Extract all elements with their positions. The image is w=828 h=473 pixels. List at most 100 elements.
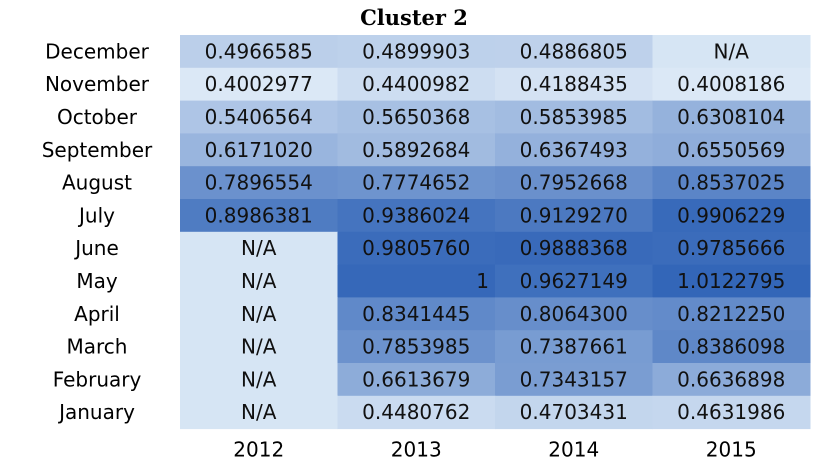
- heatmap-cell: [495, 67, 653, 102]
- heatmap-cell: [180, 199, 338, 233]
- chart-title: Cluster 2: [360, 5, 468, 30]
- heatmap-cell: [337, 395, 496, 430]
- heatmap-cell: [180, 35, 338, 69]
- heatmap-cell: [337, 35, 496, 69]
- cell-value-label: 0.8386098: [677, 335, 785, 359]
- heatmap-cell: [495, 35, 653, 69]
- row-label: July: [77, 203, 115, 227]
- heatmap-cell: [180, 395, 338, 430]
- cell-value-label: 0.6308104: [677, 105, 785, 129]
- cell-value-label: 0.8986381: [205, 203, 313, 227]
- cell-value-label: 0.7774652: [362, 171, 470, 195]
- cell-value-label: 0.4002977: [205, 72, 313, 96]
- heatmap-cell: [337, 166, 496, 200]
- cell-value-label: 0.5892684: [362, 138, 470, 162]
- column-label: 2015: [706, 438, 757, 462]
- cell-value-label: 0.9906229: [677, 203, 785, 227]
- cell-value-label: 0.9386024: [362, 203, 470, 227]
- cell-value-label: 0.4899903: [362, 39, 470, 63]
- cell-value-label: 0.9785666: [677, 236, 785, 260]
- heatmap-cell: [652, 395, 811, 430]
- cell-value-label: 0.4966585: [205, 39, 313, 63]
- heatmap-cell: [495, 231, 653, 266]
- heatmap-cell: [180, 330, 338, 364]
- cell-value-label: N/A: [241, 302, 277, 326]
- cell-value-label: 0.6550569: [677, 138, 785, 162]
- heatmap-cell: [337, 330, 496, 364]
- heatmap-cell: [495, 395, 653, 430]
- cell-value-label: 0.4886805: [520, 39, 628, 63]
- heatmap-cell: [180, 231, 338, 266]
- cell-value-label: N/A: [241, 269, 277, 293]
- heatmap-cell: [652, 264, 811, 298]
- heatmap-cell: [652, 100, 811, 134]
- heatmap-cell: [180, 297, 338, 331]
- row-label: May: [76, 269, 118, 293]
- heatmap-cell: [337, 100, 496, 134]
- row-label: March: [67, 335, 128, 359]
- cell-value-label: 0.8341445: [362, 302, 470, 326]
- row-label: November: [45, 72, 150, 96]
- heatmap-cell: [337, 363, 496, 397]
- cell-value-label: 0.4631986: [677, 400, 785, 424]
- heatmap-cell: [337, 231, 496, 266]
- row-label: February: [53, 367, 142, 391]
- cell-value-label: 0.6613679: [362, 367, 470, 391]
- row-label: August: [62, 171, 132, 195]
- heatmap-cell: [337, 199, 496, 233]
- cell-value-label: 0.7343157: [520, 367, 628, 391]
- row-label: April: [74, 302, 120, 326]
- cell-value-label: 0.6171020: [205, 138, 313, 162]
- cell-value-label: 0.5853985: [520, 105, 628, 129]
- heatmap-cell: [495, 264, 653, 298]
- column-label: 2014: [548, 438, 599, 462]
- cell-value-label: N/A: [241, 400, 277, 424]
- column-label: 2012: [233, 438, 284, 462]
- heatmap-cell: [652, 199, 811, 233]
- heatmap-cell: [337, 67, 496, 102]
- heatmap-cell: [180, 166, 338, 200]
- heatmap-cell: [652, 166, 811, 200]
- cell-value-label: 1: [476, 269, 489, 293]
- cell-value-label: 1.0122795: [677, 269, 785, 293]
- heatmap-cell: [337, 297, 496, 331]
- heatmap-cell: [495, 363, 653, 397]
- cell-value-label: 0.6636898: [677, 367, 785, 391]
- cell-value-label: N/A: [714, 39, 750, 63]
- cell-value-label: 0.9888368: [520, 236, 628, 260]
- cell-value-label: N/A: [241, 367, 277, 391]
- row-label: September: [42, 138, 153, 162]
- column-label: 2013: [391, 438, 442, 462]
- heatmap-cell: [652, 133, 811, 167]
- heatmap-cell: [495, 100, 653, 134]
- cell-value-label: 0.4188435: [520, 72, 628, 96]
- heatmap-cell: [652, 67, 811, 102]
- cell-value-label: 0.8537025: [677, 171, 785, 195]
- heatmap-cell: [495, 330, 653, 364]
- heatmap-cell: [652, 35, 811, 69]
- cell-value-label: N/A: [241, 335, 277, 359]
- cell-value-label: 0.9129270: [520, 203, 628, 227]
- row-label: June: [73, 236, 119, 260]
- heatmap-cell: [495, 199, 653, 233]
- row-label: October: [57, 105, 138, 129]
- heatmap-cell: [652, 297, 811, 331]
- heatmap-cell: [652, 231, 811, 266]
- cell-value-label: 0.9805760: [362, 236, 470, 260]
- cell-value-label: 0.4400982: [362, 72, 470, 96]
- cell-value-label: 0.9627149: [520, 269, 628, 293]
- cell-value-label: 0.7853985: [362, 335, 470, 359]
- cell-value-label: 0.4480762: [362, 400, 470, 424]
- cell-value-label: 0.4703431: [520, 400, 628, 424]
- heatmap-cell: [180, 100, 338, 134]
- cell-value-label: 0.8212250: [677, 302, 785, 326]
- cell-value-label: 0.5650368: [362, 105, 470, 129]
- heatmap-cell: [337, 133, 496, 167]
- heatmap-cell: [180, 133, 338, 167]
- cell-value-label: 0.7896554: [205, 171, 313, 195]
- cell-value-label: 0.6367493: [520, 138, 628, 162]
- heatmap-cell: [652, 330, 811, 364]
- cell-value-label: N/A: [241, 236, 277, 260]
- heatmap-cell: [180, 363, 338, 397]
